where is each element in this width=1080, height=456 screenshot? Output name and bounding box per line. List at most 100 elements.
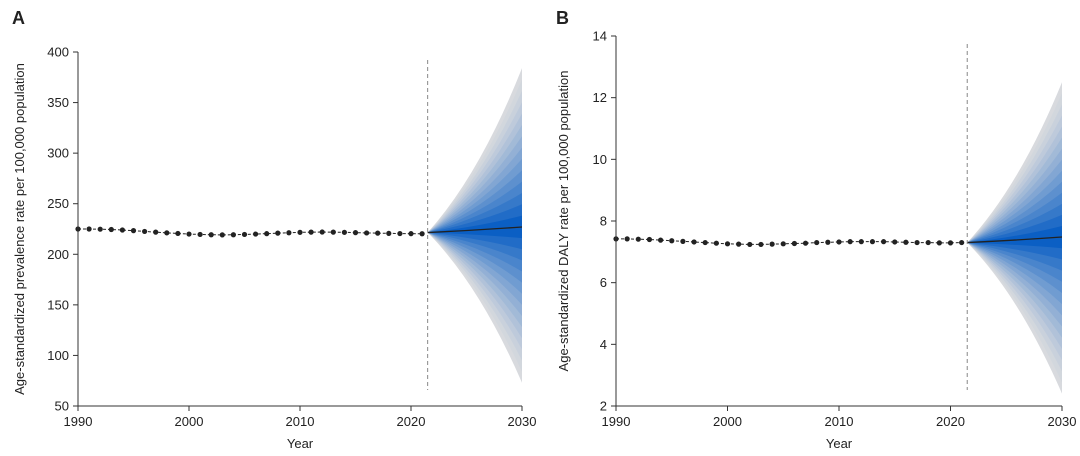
panel-a-data-point: [175, 230, 181, 237]
panel-a-data-point: [397, 230, 403, 237]
panel-a-data-point: [241, 231, 248, 238]
panel-a-data-point: [142, 228, 148, 235]
panel-b-data-point: [947, 240, 954, 246]
panel-a-data-point: [375, 230, 381, 236]
panel-b-data-point: [791, 240, 798, 247]
panel-b-data-point: [680, 238, 686, 244]
panel-a-data-point: [108, 226, 114, 233]
panel-a-data-point: [330, 229, 336, 235]
panel-b-data-point: [881, 239, 887, 245]
panel-a-data-point: [341, 229, 347, 235]
panel-b-y-tick-label: 2: [600, 399, 607, 414]
panel-a-data-point: [164, 230, 170, 236]
panel-a-data-point: [308, 229, 314, 235]
panel-a-data-point: [286, 230, 292, 236]
panel-b-data-point: [747, 241, 753, 248]
panel-b-x-tick-label: 2020: [936, 414, 965, 429]
panel-a-y-tick-label: 100: [47, 348, 69, 363]
panel-b-data-point: [825, 239, 831, 245]
panel-a-data-point: [219, 232, 225, 238]
panel-b-x-axis-title: Year: [826, 436, 853, 451]
panel-a-median-line: [427, 226, 523, 234]
panel-a-data-point: [297, 229, 303, 235]
panel-b-x-tick-label: 2010: [825, 414, 854, 429]
panel-b-data-point: [635, 236, 641, 242]
panel-b-y-tick-label: 8: [600, 214, 607, 229]
panel-a-data-point: [419, 231, 425, 237]
panel-b-letter: B: [556, 8, 569, 28]
panel-a-data-point: [275, 230, 281, 236]
panel-a-data-point: [253, 231, 259, 237]
panel-a-letter: A: [12, 8, 25, 28]
panel-b-data-point: [892, 239, 898, 245]
panel-b-data-point: [624, 236, 630, 242]
panel-a-x-axis-title: Year: [287, 436, 314, 451]
panel-b-data-point: [959, 239, 965, 246]
panel-b-data-point: [780, 241, 786, 247]
panel-b-y-tick-label: 4: [600, 337, 607, 352]
panel-a-x-tick-label: 2030: [508, 414, 537, 429]
panel-a-data-point: [153, 229, 159, 235]
panel-a-x-tick-label: 2000: [175, 414, 204, 429]
panel-a-y-tick-label: 250: [47, 196, 69, 211]
panel-a-y-tick-label: 150: [47, 297, 69, 312]
panel-b-data-point: [646, 236, 653, 243]
panel-b-observed-line: [616, 238, 962, 245]
panel-b-x-tick-label: 2000: [713, 414, 742, 429]
panel-b-data-point: [769, 241, 775, 247]
panel-b-data-point: [702, 239, 708, 246]
panel-a-data-point: [97, 226, 103, 232]
panel-a-x-tick-label: 1990: [64, 414, 93, 429]
panel-b-chart: B 2 4 6 8 10 12 14 1990 2000 2010 2020 2030 Year Age-s…: [556, 8, 1076, 451]
panel-a-y-tick-label: 350: [47, 95, 69, 110]
panel-a-data-point: [264, 231, 270, 237]
panel-b-data-point: [736, 241, 742, 247]
panel-b-y-axis-title: Age-standardized DALY rate per 100,000 p…: [556, 71, 571, 372]
panel-b-data-point: [869, 239, 876, 245]
panel-b-median-line: [967, 236, 1063, 244]
panel-a-data-point: [86, 226, 92, 232]
panel-a-data-point: [208, 232, 214, 238]
panel-a-data-point: [186, 231, 192, 237]
panel-a-y-tick-label: 50: [55, 399, 69, 414]
panel-a-x-tick-label: 2010: [286, 414, 315, 429]
panel-b-data-point: [903, 239, 909, 245]
panel-b-data-point: [925, 239, 931, 246]
panel-a-fan-band: [427, 215, 522, 239]
panel-b-data-point: [858, 239, 864, 245]
panel-b-data-point: [691, 239, 697, 245]
panel-b-x-tick-label: 2030: [1048, 414, 1077, 429]
panel-b-y-tick-label: 14: [593, 29, 607, 44]
panel-b-data-point: [914, 239, 920, 246]
panel-a-x-tick-label: 2020: [397, 414, 426, 429]
panel-b-y-tick-label: 10: [593, 152, 607, 167]
panel-a-y-tick-label: 200: [47, 247, 69, 262]
panel-a-observed-line: [78, 228, 423, 236]
panel-b-data-point: [758, 241, 764, 248]
panel-b-data-point: [724, 241, 731, 247]
panel-a-data-point: [130, 228, 137, 234]
panel-b-data-point: [814, 239, 820, 246]
panel-a-data-point: [197, 231, 203, 238]
panel-b-y-tick-label: 6: [600, 275, 607, 290]
panel-a-data-point: [119, 227, 125, 233]
panel-a-y-axis-title: Age-standardized prevalence rate per 100…: [12, 63, 27, 395]
panel-b-data-point: [936, 240, 942, 246]
panel-b-data-point: [836, 239, 842, 245]
panel-b-data-point: [847, 239, 853, 245]
panel-a-y-tick-label: 300: [47, 146, 69, 161]
panel-a-data-point: [408, 231, 414, 237]
panel-b-data-point: [669, 238, 675, 244]
panel-b-data-point: [658, 237, 664, 243]
panel-a-chart: A 50 100 150 200 250 300 350 400 1990 2000 2010 2020…: [12, 8, 536, 451]
panel-a-data-point: [230, 232, 236, 238]
panel-b-x-tick-label: 1990: [602, 414, 631, 429]
panel-a-data-point: [386, 230, 392, 236]
panel-a-data-point: [319, 229, 325, 235]
panel-b-data-point: [713, 240, 719, 246]
panel-a-data-point: [352, 230, 359, 236]
panel-a-y-tick-label: 400: [47, 45, 69, 60]
panel-b-fan-band: [967, 225, 1062, 249]
panel-a-data-point: [364, 230, 370, 236]
